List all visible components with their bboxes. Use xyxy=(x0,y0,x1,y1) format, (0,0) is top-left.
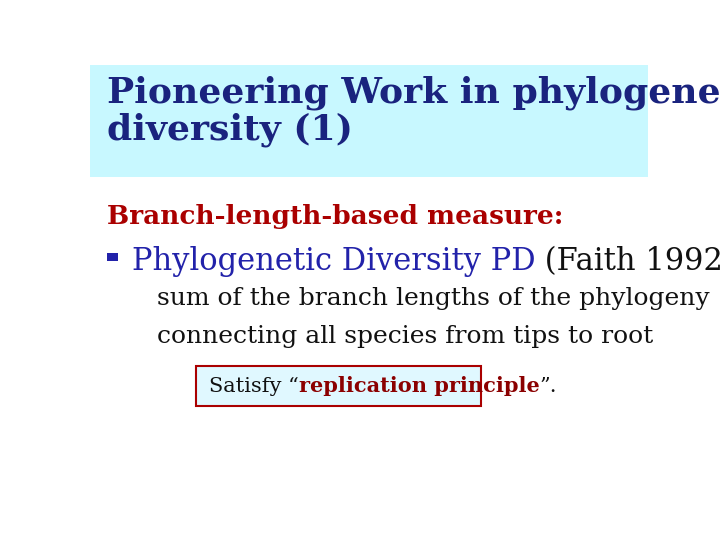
Text: sum of the branch lengths of the phylogeny: sum of the branch lengths of the phyloge… xyxy=(157,287,710,310)
Text: Phylogenetic Diversity PD: Phylogenetic Diversity PD xyxy=(132,246,536,276)
Text: Satisfy “: Satisfy “ xyxy=(209,376,299,396)
Text: replication principle: replication principle xyxy=(299,376,539,396)
FancyBboxPatch shape xyxy=(196,366,481,406)
Text: (Faith 1992): (Faith 1992) xyxy=(536,246,720,276)
Text: Branch-length-based measure:: Branch-length-based measure: xyxy=(107,204,563,229)
FancyBboxPatch shape xyxy=(90,65,648,177)
Text: ”.: ”. xyxy=(539,376,557,395)
Text: connecting all species from tips to root: connecting all species from tips to root xyxy=(157,325,653,348)
Text: diversity (1): diversity (1) xyxy=(107,113,353,147)
FancyBboxPatch shape xyxy=(107,253,117,261)
Text: Pioneering Work in phylogenetic: Pioneering Work in phylogenetic xyxy=(107,75,720,110)
